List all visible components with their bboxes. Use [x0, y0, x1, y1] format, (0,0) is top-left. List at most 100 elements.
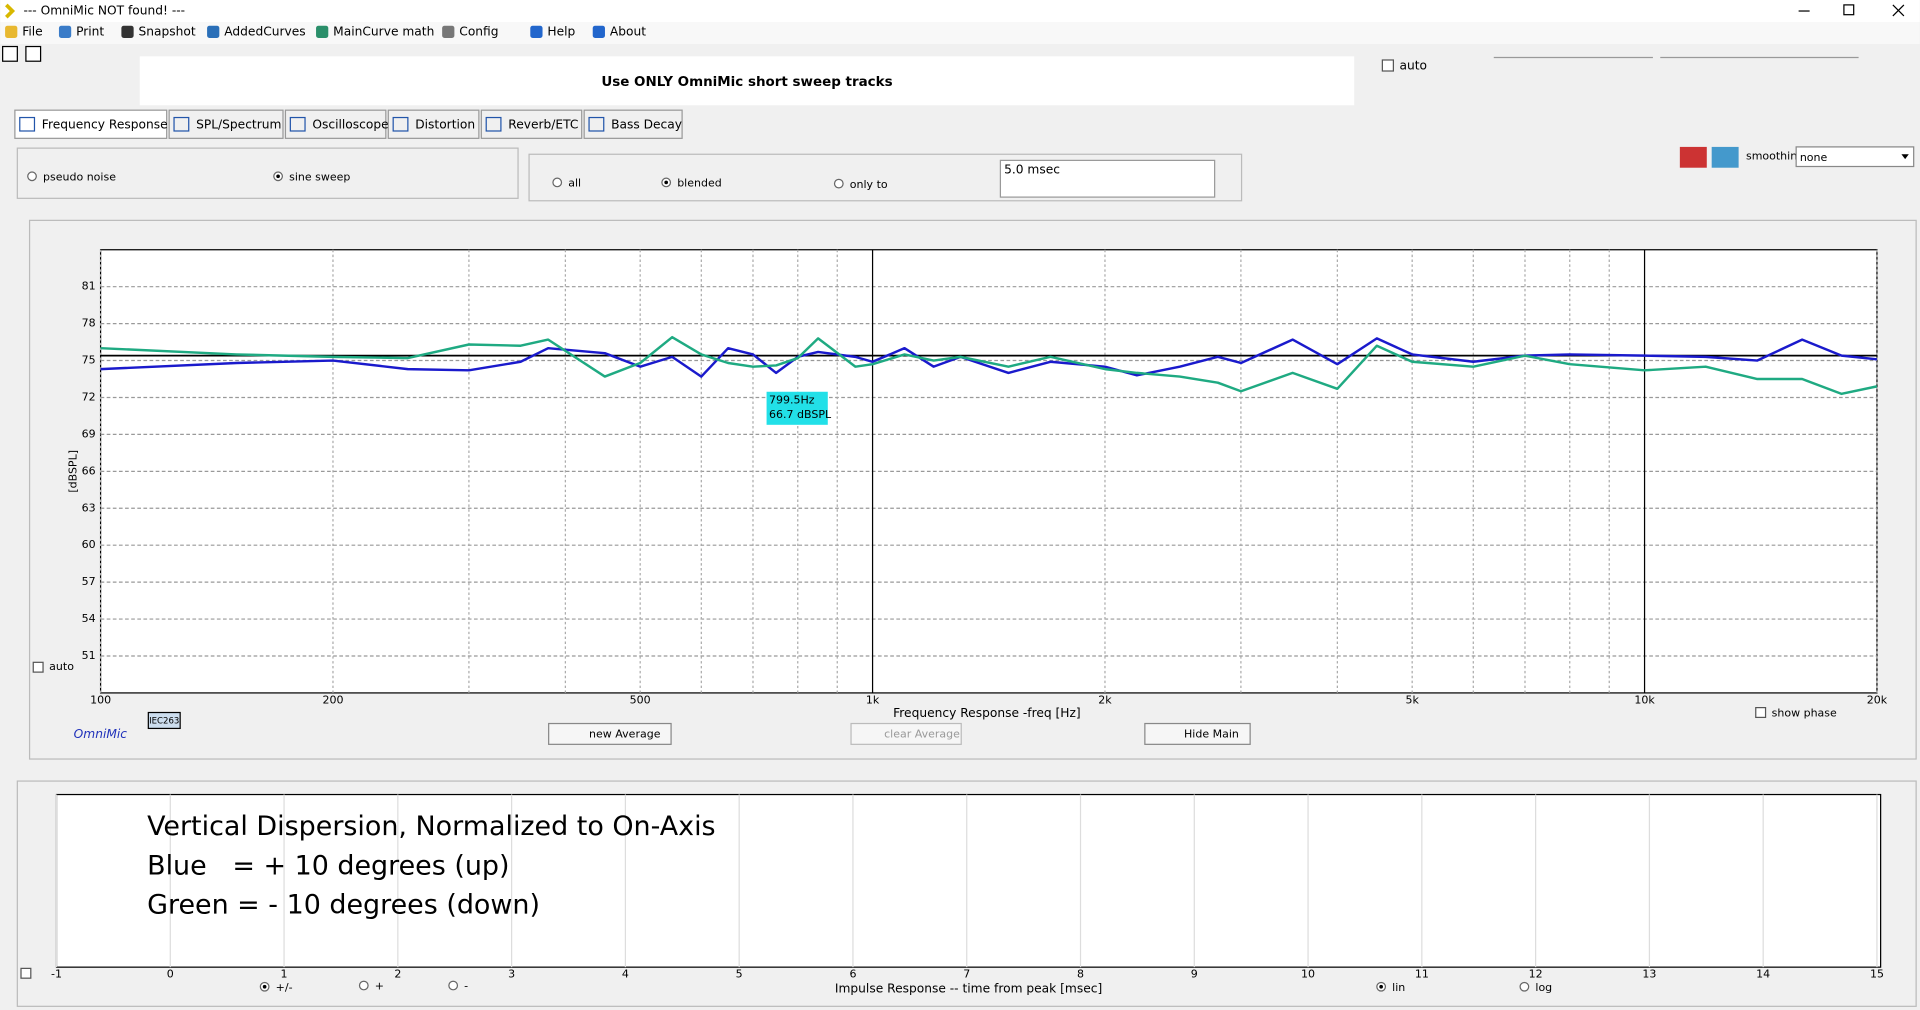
x-tick-label: 10k [1634, 693, 1655, 706]
annotation: Green = - 10 degrees (down) [147, 889, 540, 920]
button[interactable] [850, 722, 962, 745]
menu-item[interactable]: Print [76, 24, 104, 38]
show-phase: show phase [1772, 707, 1837, 720]
gating-group [528, 153, 1243, 202]
tab[interactable] [14, 109, 168, 139]
y-tick-label: 72 [82, 390, 96, 403]
button[interactable] [1144, 722, 1251, 745]
radio[interactable] [552, 177, 563, 188]
tool-button [25, 45, 42, 62]
menu-bar [0, 22, 1920, 45]
menu-item[interactable]: File [22, 24, 42, 38]
mic-box [147, 711, 181, 730]
y-tick-label: 63 [82, 501, 96, 514]
auto-label: auto [49, 660, 74, 673]
impulse-plot-area [55, 793, 1882, 968]
radio[interactable] [1519, 981, 1530, 992]
window-title: --- OmniMic NOT found! --- [23, 4, 185, 18]
radio[interactable] [358, 980, 369, 991]
restore [1843, 4, 1855, 16]
x-tick-label: 6 [849, 967, 856, 980]
window-buttons [1798, 4, 1905, 17]
radio[interactable] [833, 178, 844, 189]
color-icon [1711, 146, 1739, 168]
x-tick-label: 5 [736, 967, 743, 980]
radio-label: + [375, 980, 384, 993]
new-average: new Average [589, 728, 661, 741]
title-bar [0, 0, 1920, 23]
radio-dot [276, 174, 280, 179]
tab[interactable] [284, 109, 387, 139]
hide-main: Hide Main [1184, 728, 1239, 741]
menu-item[interactable]: Help [547, 24, 575, 38]
x-tick-label: 1k [866, 693, 880, 706]
tab[interactable] [387, 109, 480, 139]
freq-chart: 51 54 57 60 63 66 69 72 75 78 81 100 200 500 1k 2k 5k 10k… [67, 249, 1888, 720]
tab-icon [173, 116, 190, 132]
tab-label: Bass Decay [611, 117, 682, 131]
y-tick-label: 57 [82, 575, 96, 588]
menu-icon [592, 25, 605, 38]
y-axis-label: [dBSPL] [67, 450, 80, 493]
dropdown-arrow [1901, 154, 1909, 160]
radio-label: - [464, 980, 468, 993]
gate-time: 5.0 msec [1004, 163, 1060, 177]
radio-label: log [1535, 981, 1552, 994]
tab[interactable] [583, 109, 683, 139]
tab-bar: Frequency Response SPL/Spectrum Oscillosco… [14, 109, 683, 139]
menu-item[interactable]: Snapshot [139, 24, 196, 38]
radio[interactable] [27, 171, 37, 182]
clear-average: clear Average [884, 728, 960, 741]
x-tick-label: 7 [963, 967, 970, 980]
x-tick-label: 100 [90, 693, 111, 706]
tab[interactable] [480, 109, 583, 139]
excitation-group [16, 147, 519, 199]
x-tick-label: 2 [394, 967, 401, 980]
cursor-label: 799.5Hz [769, 393, 815, 406]
checkbox [1755, 707, 1767, 719]
x-tick-label: 0 [167, 967, 174, 980]
tab-label: SPL/Spectrum [196, 117, 281, 131]
color-icon [1679, 146, 1707, 168]
menu-icon [442, 25, 455, 38]
tab-icon [289, 116, 306, 132]
menu-icon [121, 25, 134, 38]
x-tick-label: 9 [1191, 967, 1198, 980]
menu: File Print Snapshot AddedCurves MainCurve ma… [5, 24, 646, 38]
x-tick-label: 12 [1529, 967, 1543, 980]
radio[interactable] [448, 980, 459, 991]
menu-item[interactable]: AddedCurves [224, 24, 305, 38]
x-tick-label: -1 [51, 967, 62, 980]
button[interactable] [548, 722, 672, 745]
y-tick-label: 66 [82, 464, 96, 477]
x-tick-label: 20k [1867, 693, 1888, 706]
radio-options: pseudo noise sine sweep all blended only to [27, 171, 888, 191]
menu-item[interactable]: About [610, 24, 646, 38]
x-axis-label: Frequency Response -freq [Hz] [893, 706, 1081, 720]
auto-label: auto [1400, 59, 1428, 73]
x-tick-label: 5k [1405, 693, 1419, 706]
smoothing-select[interactable] [1795, 146, 1915, 168]
banner [139, 56, 1355, 106]
y-tick-label: 54 [82, 612, 96, 625]
menu-item[interactable]: Config [459, 24, 498, 38]
radio-label: all [568, 177, 581, 190]
menu-icon [530, 25, 543, 38]
radio-label: pseudo noise [43, 171, 116, 184]
tab-label: Frequency Response [42, 117, 168, 131]
x-tick-label: 10 [1301, 967, 1315, 980]
radio-dot [664, 180, 669, 185]
app-icon [5, 3, 16, 19]
menu-icon [5, 25, 18, 38]
smoothing-value: none [1800, 151, 1828, 164]
tab-label: Distortion [415, 117, 475, 131]
x-tick-label: 3 [508, 967, 515, 980]
y-tick-label: 78 [82, 317, 96, 330]
menu-item[interactable]: MainCurve math [333, 24, 434, 38]
tab-icon [19, 116, 36, 132]
radio-dot [1379, 984, 1383, 989]
radio-label: lin [1392, 981, 1405, 994]
y-tick-label: 75 [82, 354, 96, 367]
x-tick-label: 1 [281, 967, 288, 980]
